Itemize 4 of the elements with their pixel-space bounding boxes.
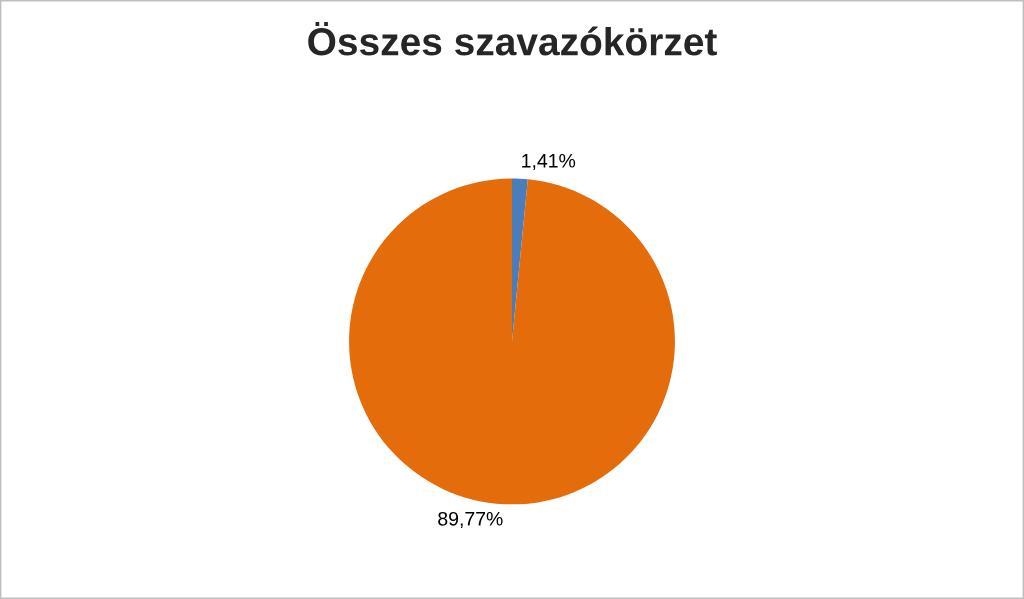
- data-label: 1,41%: [522, 153, 576, 170]
- pie-slice: [349, 178, 675, 505]
- data-label: 89,77%: [438, 511, 503, 528]
- chart-title: Összes szavazókörzet: [308, 21, 717, 56]
